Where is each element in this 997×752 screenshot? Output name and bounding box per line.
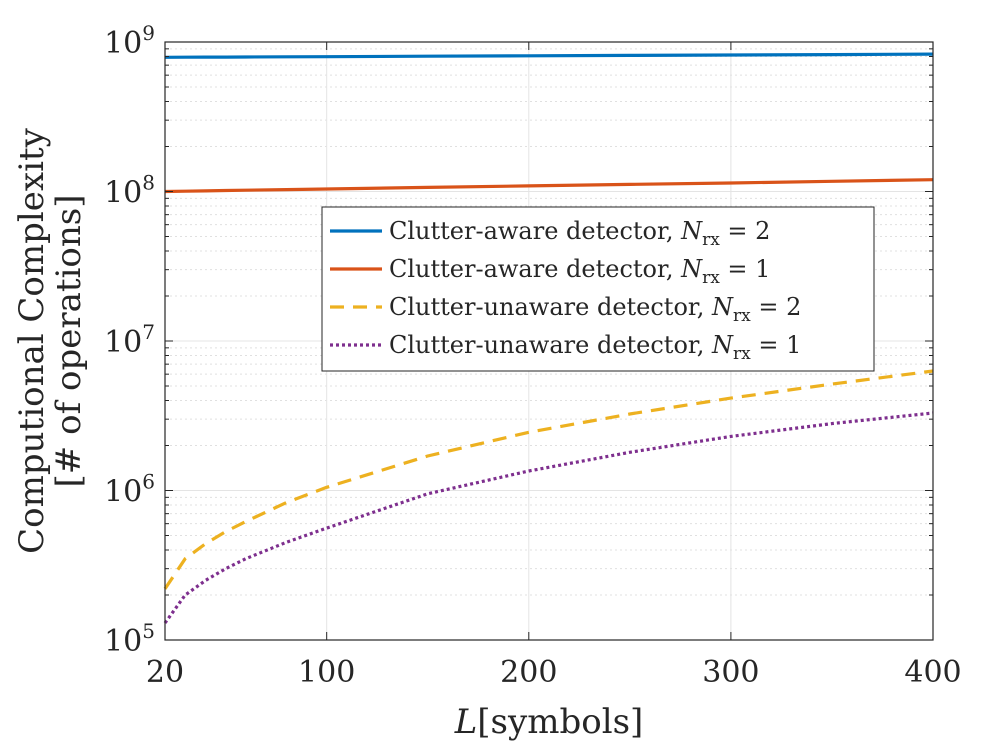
series-line: [164, 178, 934, 194]
y-tick-base: 10: [104, 26, 142, 61]
y-axis-label: Computional Complexity [# of operations]: [12, 127, 89, 553]
x-axis-unit: [symbols]: [477, 702, 643, 742]
y-tick-base: 10: [104, 624, 142, 659]
series-line: [163, 411, 934, 624]
y-tick-exponent: 7: [142, 320, 155, 344]
y-tick-label: 107: [104, 320, 155, 360]
y-tick-base: 10: [104, 176, 142, 211]
legend-label: Clutter-unaware detector, Nrx = 2: [389, 293, 801, 326]
x-tick-label: 400: [904, 655, 961, 690]
y-tick-base: 10: [104, 325, 142, 360]
y-tick-base: 10: [104, 475, 142, 510]
y-tick-exponent: 6: [142, 470, 155, 494]
legend: Clutter-aware detector, Nrx = 2 Clutter-a…: [321, 206, 875, 372]
y-tick-exponent: 9: [142, 21, 155, 45]
legend-label: Clutter-aware detector, Nrx = 2: [389, 217, 770, 250]
legend-label: Clutter-unaware detector, Nrx = 1: [389, 331, 801, 364]
tick-marks: [164, 41, 934, 641]
x-axis-label: L[symbols]: [454, 702, 644, 742]
x-tick-label: 100: [298, 655, 355, 690]
legend-entries: Clutter-aware detector, Nrx = 2 Clutter-a…: [330, 217, 801, 364]
y-axis-label-line1: Computional Complexity: [12, 127, 52, 553]
y-tick-exponent: 5: [142, 619, 155, 643]
x-tick-label: 20: [146, 655, 184, 690]
legend-box: [321, 206, 875, 372]
legend-label: Clutter-aware detector, Nrx = 1: [389, 255, 770, 288]
y-tick-label: 105: [104, 619, 155, 659]
y-axis-label-line2: [# of operations]: [49, 195, 89, 488]
x-tick-label: 200: [500, 655, 557, 690]
series-layer: [163, 52, 934, 624]
x-tick-label: 300: [702, 655, 759, 690]
x-axis-variable: L: [454, 702, 478, 742]
y-tick-label: 109: [104, 21, 155, 61]
y-tick-label: 106: [104, 470, 155, 510]
series-line: [163, 369, 934, 590]
x-tick-labels: 20 100 200 300 400: [146, 655, 962, 690]
series-line: [164, 52, 934, 59]
y-tick-exponent: 8: [142, 171, 155, 195]
y-tick-label: 108: [104, 171, 155, 211]
